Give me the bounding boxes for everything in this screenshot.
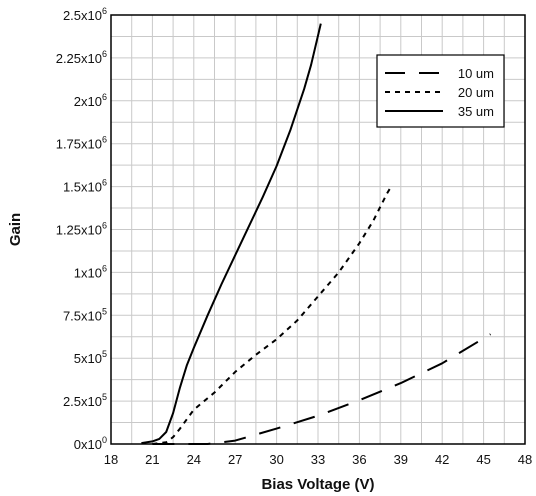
- y-tick-label: 2.5x105: [63, 392, 107, 409]
- y-tick-labels: 0x100 2.5x105 5x105 7.5x105 1x106 1.25x106 1.5…: [56, 6, 107, 452]
- y-tick-label: 0x100: [74, 435, 107, 452]
- y-tick-label: 7.5x105: [63, 306, 107, 323]
- series-line-35-um: [141, 23, 322, 445]
- y-axis-title: Gain: [7, 213, 24, 246]
- x-tick-label: 27: [228, 452, 242, 467]
- y-tick-label: 2.5x106: [63, 6, 107, 23]
- legend: 10 um 20 um 35 um: [376, 54, 505, 128]
- x-tick-label: 21: [145, 452, 159, 467]
- y-tick-label: 1.5x106: [63, 178, 107, 195]
- x-tick-label: 42: [435, 452, 449, 467]
- plot-frame: [110, 14, 526, 445]
- legend-label: 20 um: [458, 85, 494, 100]
- x-tick-label: 39: [394, 452, 408, 467]
- y-tick-label: 2x106: [74, 92, 107, 109]
- legend-label: 35 um: [458, 104, 494, 119]
- x-tick-label: 18: [104, 452, 118, 467]
- y-tick-label: 2.25x106: [56, 49, 107, 66]
- legend-label: 10 um: [458, 66, 494, 81]
- x-tick-label: 36: [352, 452, 366, 467]
- x-tick-label: 45: [476, 452, 490, 467]
- x-tick-label: 33: [311, 452, 325, 467]
- x-axis-title: Bias Voltage (V): [261, 476, 374, 493]
- x-tick-labels: 18 21 24 27 30 33 36 39 42 45 48: [104, 452, 532, 467]
- x-tick-label: 24: [187, 452, 201, 467]
- x-tick-label: 48: [518, 452, 532, 467]
- y-tick-label: 1.75x106: [56, 135, 107, 152]
- series-line-20-um: [152, 186, 392, 445]
- series-line-10-um: [152, 333, 492, 445]
- y-tick-label: 1.25x106: [56, 221, 107, 238]
- y-tick-label: 1x106: [74, 263, 107, 280]
- y-tick-label: 5x105: [74, 349, 107, 366]
- x-tick-label: 30: [269, 452, 283, 467]
